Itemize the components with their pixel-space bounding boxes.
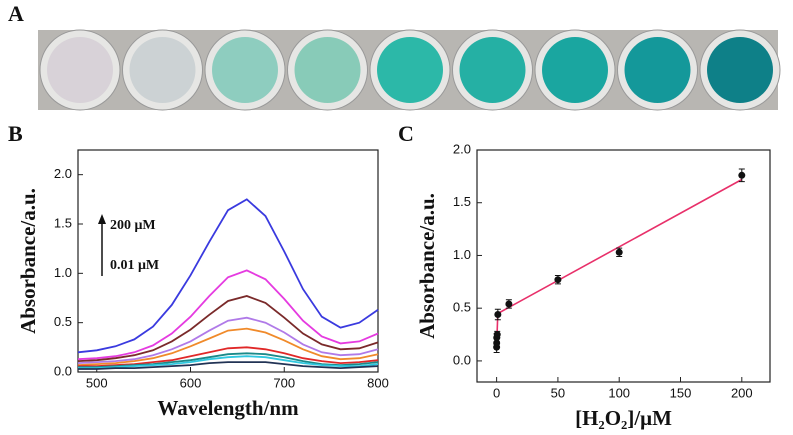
data-point: [494, 311, 502, 319]
x-tick-label: 700: [273, 375, 295, 390]
y-tick-label: 0.5: [54, 314, 72, 329]
well: [459, 37, 526, 103]
x-tick-label: 100: [608, 385, 630, 400]
x-axis-label: Wavelength/nm: [157, 396, 299, 420]
x-tick-label: 600: [180, 375, 202, 390]
annotation: 0.01 μM: [110, 258, 159, 273]
panel-label: C: [398, 121, 414, 146]
y-tick-label: 1.5: [453, 194, 471, 209]
well: [624, 37, 691, 103]
panel-label: A: [8, 1, 24, 26]
spectrum-line: [77, 295, 379, 362]
annotation-arrowhead: [98, 214, 106, 224]
plot-frame: [77, 149, 379, 373]
spectrum-line: [78, 346, 379, 367]
well: [47, 37, 113, 103]
x-tick-label: 200: [731, 385, 753, 400]
y-tick-label: 1.5: [54, 215, 72, 230]
x-tick-label: 150: [670, 385, 692, 400]
well: [129, 37, 196, 103]
annotation: 200 μM: [110, 218, 156, 233]
spectrum-line: [77, 316, 379, 364]
data-point: [554, 276, 562, 284]
panel-label: B: [8, 121, 23, 146]
y-tick-label: 2.0: [453, 141, 471, 156]
y-tick-label: 1.0: [54, 265, 72, 280]
well: [542, 37, 608, 103]
y-tick-label: 2.0: [54, 166, 72, 181]
well: [212, 37, 278, 103]
x-axis-label: [H₂O₂]/μM: [575, 406, 672, 430]
x-tick-label: 800: [367, 375, 389, 390]
photo: [38, 29, 781, 111]
data-point: [505, 300, 513, 308]
spectrum-line: [78, 352, 379, 368]
well: [377, 37, 443, 103]
plot-frame: [476, 149, 771, 383]
y-tick-label: 0.0: [54, 363, 72, 378]
fit-line: [495, 178, 743, 348]
x-tick-label: 0: [493, 385, 500, 400]
x-tick-label: 500: [86, 375, 108, 390]
spectrum-line: [77, 327, 379, 366]
data-point: [615, 248, 623, 256]
spectrum-line: [78, 361, 379, 370]
y-tick-label: 1.0: [453, 247, 471, 262]
y-axis-label: Absorbance/a.u.: [415, 193, 439, 339]
well: [707, 37, 773, 103]
data-point: [738, 171, 746, 179]
y-tick-label: 0.0: [453, 352, 471, 367]
y-tick-label: 0.5: [453, 300, 471, 315]
x-tick-label: 50: [551, 385, 565, 400]
y-axis-label: Absorbance/a.u.: [16, 188, 40, 334]
data-point: [493, 331, 501, 339]
well: [294, 37, 361, 103]
data-point: [493, 339, 501, 347]
spectrum-line: [77, 269, 379, 361]
spectrum-line: [77, 198, 379, 354]
spectrum-line: [78, 355, 379, 369]
